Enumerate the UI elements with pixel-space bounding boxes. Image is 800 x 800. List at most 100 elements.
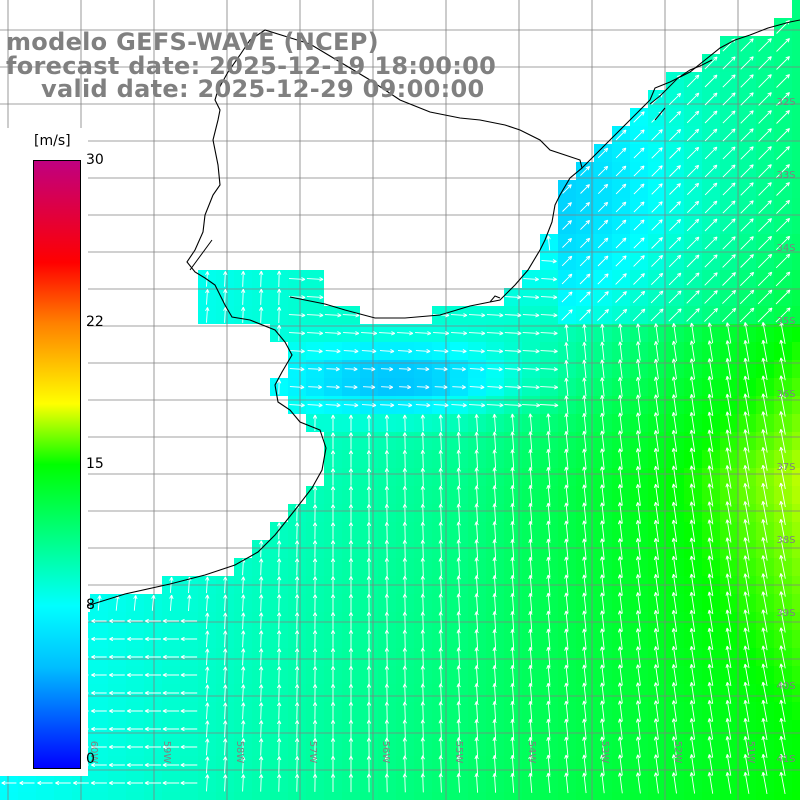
wind-arrow bbox=[361, 349, 377, 354]
wind-arrow bbox=[144, 708, 161, 714]
wind-arrow bbox=[276, 774, 282, 792]
wind-arrow bbox=[704, 164, 718, 178]
wind-arrow bbox=[600, 323, 605, 342]
wind-arrow bbox=[615, 165, 627, 177]
wind-arrow bbox=[740, 236, 754, 250]
wind-arrow bbox=[366, 414, 372, 432]
wind-arrow bbox=[366, 701, 372, 721]
wind-arrow bbox=[528, 574, 533, 595]
wind-speed-cell bbox=[792, 18, 800, 36]
wind-arrow bbox=[779, 446, 786, 471]
wind-arrow bbox=[671, 429, 678, 452]
wind-arrow bbox=[276, 288, 282, 306]
wind-arrow bbox=[582, 502, 587, 524]
wind-arrow bbox=[582, 430, 587, 452]
wind-arrow bbox=[600, 700, 605, 722]
wind-arrow bbox=[366, 773, 372, 793]
wind-arrow bbox=[205, 307, 210, 323]
wind-speed-cell bbox=[792, 162, 800, 180]
wind-arrow bbox=[707, 573, 714, 597]
wind-arrow bbox=[757, 253, 773, 269]
wind-arrow bbox=[582, 484, 587, 506]
wind-arrow bbox=[633, 111, 645, 123]
wind-arrow bbox=[438, 755, 443, 775]
wind-arrow bbox=[528, 646, 533, 667]
wind-arrow bbox=[707, 736, 714, 758]
wind-arrow bbox=[618, 377, 623, 397]
wind-speed-cell bbox=[738, 792, 756, 800]
wind-arrow bbox=[294, 773, 300, 792]
wind-arrow bbox=[492, 683, 497, 703]
wind-speed-cell bbox=[792, 216, 800, 234]
wind-arrow bbox=[758, 56, 772, 70]
wind-arrow bbox=[492, 431, 497, 451]
wind-speed-cell bbox=[90, 792, 108, 800]
wind-arrow bbox=[539, 403, 559, 408]
wind-arrow bbox=[504, 331, 522, 336]
wind-speed-cell bbox=[108, 792, 126, 800]
wind-arrow bbox=[205, 666, 210, 684]
wind-arrow bbox=[452, 385, 466, 390]
wind-arrow bbox=[635, 682, 641, 704]
wind-arrow bbox=[330, 432, 336, 450]
wind-arrow bbox=[635, 718, 641, 740]
wind-arrow bbox=[707, 627, 714, 650]
wind-arrow bbox=[259, 702, 264, 720]
wind-speed-cell bbox=[792, 612, 800, 630]
wind-arrow bbox=[348, 611, 354, 630]
wind-arrow bbox=[306, 277, 324, 282]
wind-arrow bbox=[757, 271, 773, 287]
wind-arrow bbox=[259, 684, 264, 702]
wind-arrow bbox=[474, 449, 479, 469]
wind-arrow bbox=[187, 594, 192, 612]
wind-arrow bbox=[241, 756, 246, 774]
wind-arrow bbox=[438, 683, 443, 703]
wind-arrow bbox=[636, 359, 641, 379]
wind-arrow bbox=[650, 272, 664, 286]
wind-arrow bbox=[384, 773, 390, 793]
wind-arrow bbox=[761, 393, 768, 417]
wind-arrow bbox=[109, 636, 125, 642]
wind-arrow bbox=[671, 736, 677, 758]
wind-arrow bbox=[617, 520, 623, 542]
wind-arrow bbox=[109, 618, 125, 624]
wind-arrow bbox=[635, 736, 641, 758]
wind-speed-cell bbox=[792, 180, 800, 198]
wind-arrow bbox=[653, 628, 659, 650]
wind-arrow bbox=[276, 558, 282, 576]
wind-arrow bbox=[653, 592, 659, 614]
wind-arrow bbox=[223, 576, 228, 594]
wind-arrow bbox=[180, 618, 198, 624]
wind-arrow bbox=[312, 773, 318, 792]
wind-arrow bbox=[689, 483, 696, 507]
wind-arrow bbox=[415, 349, 431, 354]
wind-arrow bbox=[259, 576, 264, 594]
wind-arrow bbox=[420, 593, 425, 613]
wind-arrow bbox=[348, 432, 354, 450]
wind-arrow bbox=[600, 502, 605, 524]
wind-arrow bbox=[617, 430, 623, 452]
wind-arrow bbox=[758, 128, 772, 142]
wind-arrow bbox=[651, 129, 663, 141]
wind-arrow bbox=[564, 574, 569, 596]
wind-arrow bbox=[205, 612, 210, 630]
wind-arrow bbox=[704, 74, 718, 88]
latitude-label: 34S bbox=[776, 243, 795, 254]
wind-arrow bbox=[362, 385, 376, 390]
wind-arrow bbox=[635, 592, 641, 614]
wind-arrow bbox=[725, 411, 732, 435]
wind-arrow bbox=[633, 237, 645, 249]
wind-arrow bbox=[456, 539, 461, 559]
wind-arrow bbox=[474, 701, 479, 721]
wind-arrow bbox=[686, 164, 700, 178]
wind-arrow bbox=[259, 306, 264, 323]
wind-arrow bbox=[384, 755, 390, 775]
wind-arrow bbox=[312, 648, 318, 666]
wind-arrow bbox=[528, 431, 533, 451]
wind-arrow bbox=[343, 403, 359, 408]
wind-arrow bbox=[397, 331, 414, 336]
wind-arrow bbox=[707, 519, 714, 543]
latitude-label: 37S bbox=[776, 462, 795, 473]
wind-arrow bbox=[546, 646, 551, 668]
wind-arrow bbox=[725, 573, 732, 597]
